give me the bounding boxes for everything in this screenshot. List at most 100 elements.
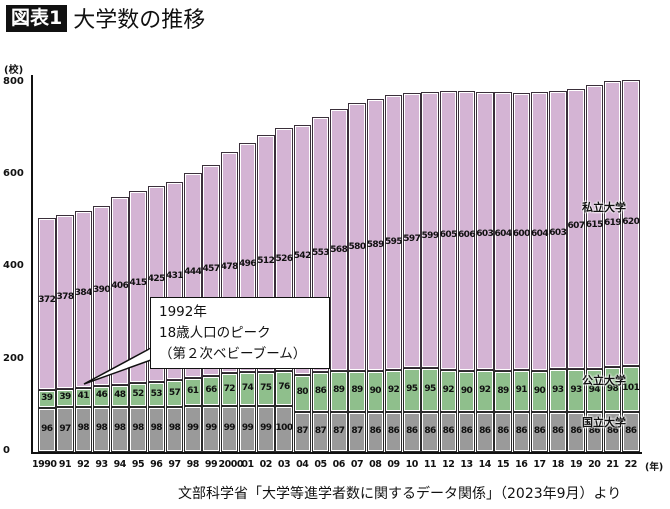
x-tick-label: 19 <box>569 459 583 470</box>
segment-national <box>165 406 184 452</box>
x-tick-label: 20 <box>588 459 601 470</box>
value-label: 599 <box>421 231 440 242</box>
value-label: 568 <box>330 245 348 256</box>
value-label: 57 <box>168 387 181 398</box>
segment-public <box>476 369 494 413</box>
value-label: 86 <box>442 426 455 437</box>
bar-14: 86 92 603 <box>476 0 494 509</box>
segment-national <box>512 412 530 452</box>
segment-public <box>129 382 147 407</box>
value-label: 80 <box>296 387 309 398</box>
value-label: 86 <box>424 426 436 437</box>
legend-public: 公立大学 <box>582 374 626 387</box>
value-label: 604 <box>531 228 549 239</box>
segment-public <box>165 380 184 407</box>
value-label: 95 <box>424 384 436 395</box>
value-label: 526 <box>275 253 294 264</box>
segment-private <box>129 191 147 383</box>
bar-22: 86 101 620 <box>622 0 640 509</box>
x-tick-label: 93 <box>95 459 108 470</box>
x-tick-label: 08 <box>369 459 382 470</box>
x-tick-label: 97 <box>168 459 181 470</box>
value-label: 86 <box>515 426 528 437</box>
x-tick-label: 17 <box>533 459 546 470</box>
segment-national <box>403 412 421 452</box>
x-tick-label: 94 <box>113 459 127 470</box>
segment-public <box>585 368 603 413</box>
segment-national <box>494 412 512 452</box>
value-label: 39 <box>41 392 53 403</box>
segment-public <box>74 387 92 407</box>
y-tick-label: 800 <box>3 75 24 87</box>
segment-private <box>92 205 111 386</box>
value-label: 604 <box>494 229 513 240</box>
page-title: 大学数の推移 <box>73 8 206 33</box>
segment-public <box>293 374 311 412</box>
segment-private <box>74 210 92 388</box>
bar-94: 98 48 406 <box>111 0 129 509</box>
value-label: 66 <box>205 385 217 396</box>
value-label: 86 <box>533 426 546 437</box>
segment-private <box>111 197 129 385</box>
segment-public <box>56 389 74 408</box>
segment-private <box>476 91 494 370</box>
segment-public <box>257 371 275 407</box>
segment-public <box>567 369 585 413</box>
segment-public <box>38 389 56 408</box>
x-tick-label: 03 <box>277 459 291 470</box>
value-label: 542 <box>293 250 312 261</box>
bar-13: 86 90 606 <box>457 0 476 509</box>
x-tick-label: 06 <box>332 459 346 470</box>
x-tick-label: 01 <box>241 459 254 470</box>
value-label: 605 <box>439 230 458 240</box>
value-label: 603 <box>549 228 567 239</box>
x-axis-line <box>31 452 642 454</box>
value-label: 74 <box>241 383 254 394</box>
segment-private <box>549 91 567 370</box>
value-label: 597 <box>403 234 421 244</box>
value-label: 98 <box>606 383 619 394</box>
segment-national <box>330 411 348 452</box>
annotation-callout: 1992年 18歳人口のピーク （第２次ベビーブーム） <box>150 297 330 369</box>
segment-national <box>220 406 238 452</box>
x-tick-label: 07 <box>350 459 364 470</box>
segment-private <box>603 81 622 368</box>
segment-private <box>56 214 74 390</box>
bar-10: 86 95 597 <box>403 0 421 509</box>
y-axis-line <box>31 75 33 453</box>
value-label: 580 <box>348 242 367 253</box>
bar-95: 98 52 415 <box>129 0 147 509</box>
bar-08: 86 90 589 <box>366 0 384 509</box>
x-tick-label: 92 <box>77 459 90 470</box>
value-label: 93 <box>552 384 564 395</box>
segment-public <box>512 370 530 413</box>
segment-public <box>330 370 348 412</box>
x-tick-label: 95 <box>131 459 145 470</box>
x-tick-label: 13 <box>460 459 473 470</box>
x-tick-label: 09 <box>387 459 400 470</box>
segment-private <box>512 93 530 371</box>
value-label: 93 <box>570 384 582 395</box>
bar-19: 86 93 607 <box>567 0 585 509</box>
y-axis-unit: (校) <box>4 65 24 76</box>
value-label: 89 <box>351 385 363 396</box>
segment-national <box>74 406 92 452</box>
segment-national <box>311 411 330 452</box>
segment-private <box>494 92 512 372</box>
segment-public <box>403 368 421 413</box>
x-tick-label: 98 <box>186 459 200 470</box>
annotation-line-3: （第２次ベビーブーム） <box>159 346 307 362</box>
legend-national: 国立大学 <box>582 416 626 429</box>
segment-public <box>439 369 457 413</box>
value-label: 89 <box>333 385 345 396</box>
value-label: 615 <box>585 219 604 230</box>
value-label: 99 <box>187 423 199 434</box>
value-label: 86 <box>314 386 327 396</box>
x-tick-label: 2000 <box>218 459 244 470</box>
y-tick-label: 600 <box>3 168 24 180</box>
x-tick-label: 21 <box>606 459 619 470</box>
segment-public <box>92 385 111 407</box>
value-label: 87 <box>314 425 327 436</box>
value-label: 46 <box>95 390 108 401</box>
